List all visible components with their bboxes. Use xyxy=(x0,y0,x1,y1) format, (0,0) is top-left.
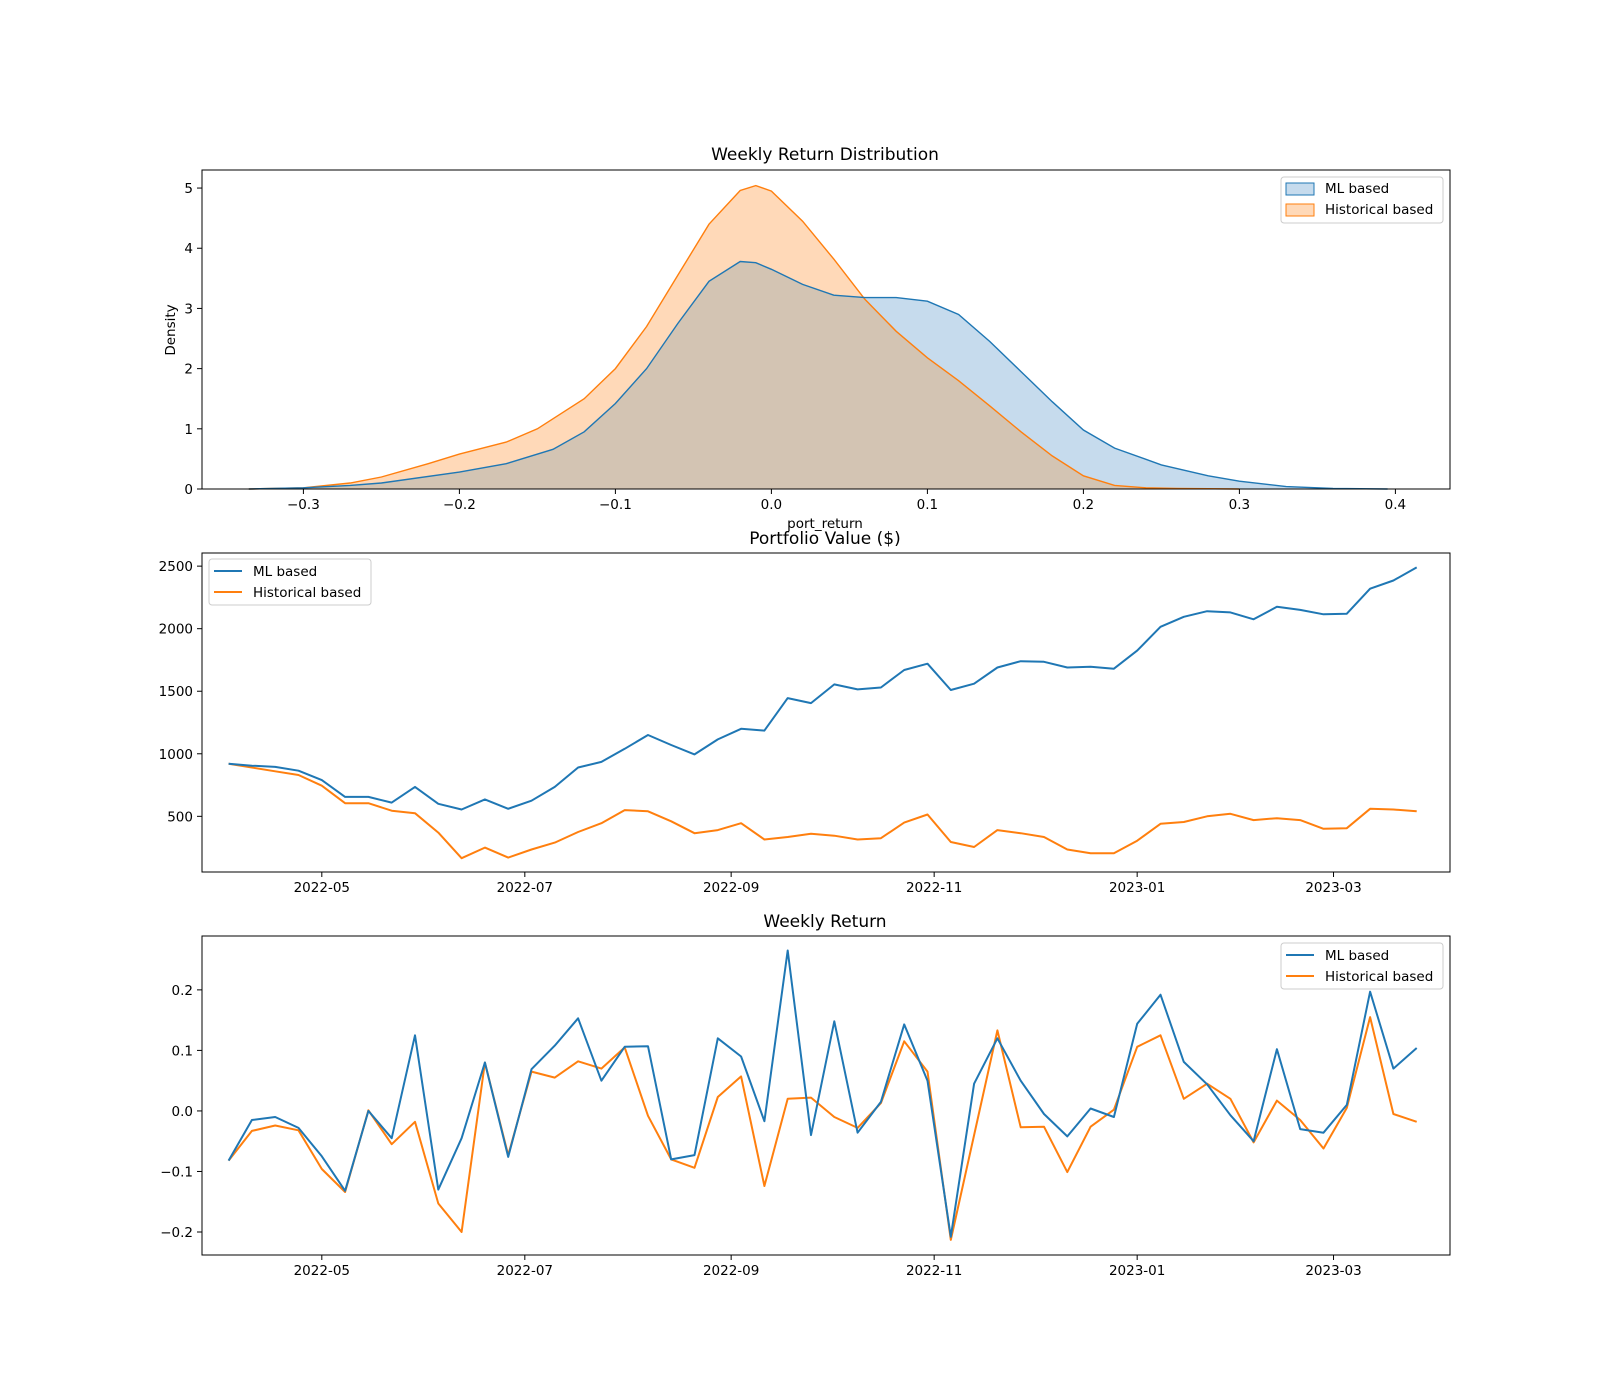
portfolio-value-x-tick-label: 2022-05 xyxy=(294,880,350,896)
distribution-x-axis-label: port_return xyxy=(787,516,863,532)
line-historical-based xyxy=(248,184,1240,490)
weekly-return-y-tick-label: 0.0 xyxy=(172,1104,193,1120)
distribution-x-ticks: −0.3 −0.2 −0.1 0.0 0.1 0.2 0.3 0.4 xyxy=(287,489,1406,513)
distribution-x-tick-label: 0.1 xyxy=(917,497,938,513)
weekly-return-x-tick-label: 2022-07 xyxy=(497,1263,553,1279)
weekly-return-legend: ML based Historical based xyxy=(1280,942,1444,990)
portfolio-value-x-tick-label: 2023-01 xyxy=(1109,880,1165,896)
area-overlap xyxy=(248,261,1240,489)
portfolio-value-y-tick-label: 1000 xyxy=(159,747,193,763)
weekly-return-legend-label-ml: ML based xyxy=(1325,948,1389,964)
distribution-x-tick-label: −0.2 xyxy=(443,497,476,513)
distribution-y-ticks: 0 1 2 3 4 5 xyxy=(184,181,202,498)
portfolio-value-legend: ML based Historical based xyxy=(208,558,372,606)
line-historical-based xyxy=(228,762,1417,860)
portfolio-value-y-ticks: 500 1000 1500 2000 2500 xyxy=(159,559,202,825)
portfolio-value-x-tick-label: 2022-07 xyxy=(497,880,553,896)
line-ml-based xyxy=(227,949,1418,1238)
distribution-y-tick-label: 4 xyxy=(184,241,193,257)
distribution-title: Weekly Return Distribution xyxy=(711,145,939,165)
distribution-x-tick-label: 0.2 xyxy=(1073,497,1094,513)
portfolio-value-y-tick-label: 1500 xyxy=(159,684,193,700)
weekly-return-x-tick-label: 2022-11 xyxy=(906,1263,962,1279)
distribution-x-tick-label: −0.3 xyxy=(287,497,320,513)
distribution-legend: ML based Historical based xyxy=(1280,176,1444,224)
distribution-legend-label-ml: ML based xyxy=(1325,181,1389,197)
portfolio-value-x-tick-label: 2022-09 xyxy=(703,880,759,896)
portfolio-value-legend-label-ml: ML based xyxy=(253,564,317,580)
weekly-return-legend-label-hist: Historical based xyxy=(1325,969,1433,985)
distribution-y-tick-label: 0 xyxy=(184,482,193,498)
distribution-legend-label-hist: Historical based xyxy=(1325,202,1433,218)
distribution-x-tick-label: 0.4 xyxy=(1385,497,1406,513)
line-ml-based xyxy=(248,260,1388,490)
weekly-return-y-ticks: −0.2 −0.1 0.0 0.1 0.2 xyxy=(160,983,202,1241)
distribution-y-axis-label: Density xyxy=(163,304,179,355)
distribution-y-tick-label: 3 xyxy=(184,301,193,317)
portfolio-value-y-tick-label: 2000 xyxy=(159,622,193,638)
portfolio-value-lines xyxy=(228,566,1418,860)
distribution-y-tick-label: 1 xyxy=(184,422,193,438)
distribution-axes-frame xyxy=(201,169,1451,490)
weekly-return-x-tick-label: 2023-01 xyxy=(1109,1263,1165,1279)
weekly-return-x-ticks: 2022-05 2022-07 2022-09 2022-11 2023-01 2023-… xyxy=(294,1255,1362,1279)
portfolio-value-title: Portfolio Value ($) xyxy=(749,529,901,549)
distribution-y-tick-label: 2 xyxy=(184,362,193,378)
weekly-return-lines xyxy=(227,949,1418,1241)
return-distribution-chart: Weekly Return Distribution −0.3 −0.2 −0.1 0… xyxy=(163,145,1451,532)
portfolio-value-axes-frame xyxy=(201,552,1451,873)
weekly-return-y-tick-label: 0.2 xyxy=(172,983,193,999)
portfolio-value-legend-label-hist: Historical based xyxy=(253,585,361,601)
distribution-legend-swatch-hist xyxy=(1285,203,1315,217)
distribution-x-tick-label: 0.3 xyxy=(1229,497,1250,513)
portfolio-value-x-tick-label: 2022-11 xyxy=(906,880,962,896)
weekly-return-y-tick-label: 0.1 xyxy=(172,1043,193,1059)
weekly-return-x-tick-label: 2022-09 xyxy=(703,1263,759,1279)
line-ml-based xyxy=(228,566,1418,811)
weekly-return-y-tick-label: −0.1 xyxy=(160,1164,193,1180)
line-historical-based xyxy=(227,1016,1418,1241)
portfolio-value-y-tick-label: 500 xyxy=(167,809,193,825)
portfolio-value-x-tick-label: 2023-03 xyxy=(1305,880,1361,896)
weekly-return-axes-frame xyxy=(201,935,1451,1256)
weekly-return-title: Weekly Return xyxy=(763,912,886,932)
distribution-areas xyxy=(248,184,1388,490)
weekly-return-y-tick-label: −0.2 xyxy=(160,1225,193,1241)
weekly-return-legend-box xyxy=(1280,942,1444,990)
portfolio-value-chart: Portfolio Value ($) 2022-05 2022-07 2022-0… xyxy=(159,529,1451,896)
distribution-legend-box xyxy=(1280,176,1444,224)
weekly-return-x-tick-label: 2022-05 xyxy=(294,1263,350,1279)
portfolio-value-x-ticks: 2022-05 2022-07 2022-09 2022-11 2023-01 2023-… xyxy=(294,872,1362,896)
portfolio-value-legend-box xyxy=(208,558,372,606)
distribution-legend-swatch-ml xyxy=(1285,182,1315,196)
distribution-x-tick-label: −0.1 xyxy=(599,497,632,513)
weekly-return-x-tick-label: 2023-03 xyxy=(1305,1263,1361,1279)
distribution-y-tick-label: 5 xyxy=(184,181,193,197)
distribution-x-tick-label: 0.0 xyxy=(761,497,782,513)
weekly-return-chart: Weekly Return 2022-05 2022-07 2022-09 2022-… xyxy=(160,912,1451,1279)
portfolio-value-y-tick-label: 2500 xyxy=(159,559,193,575)
